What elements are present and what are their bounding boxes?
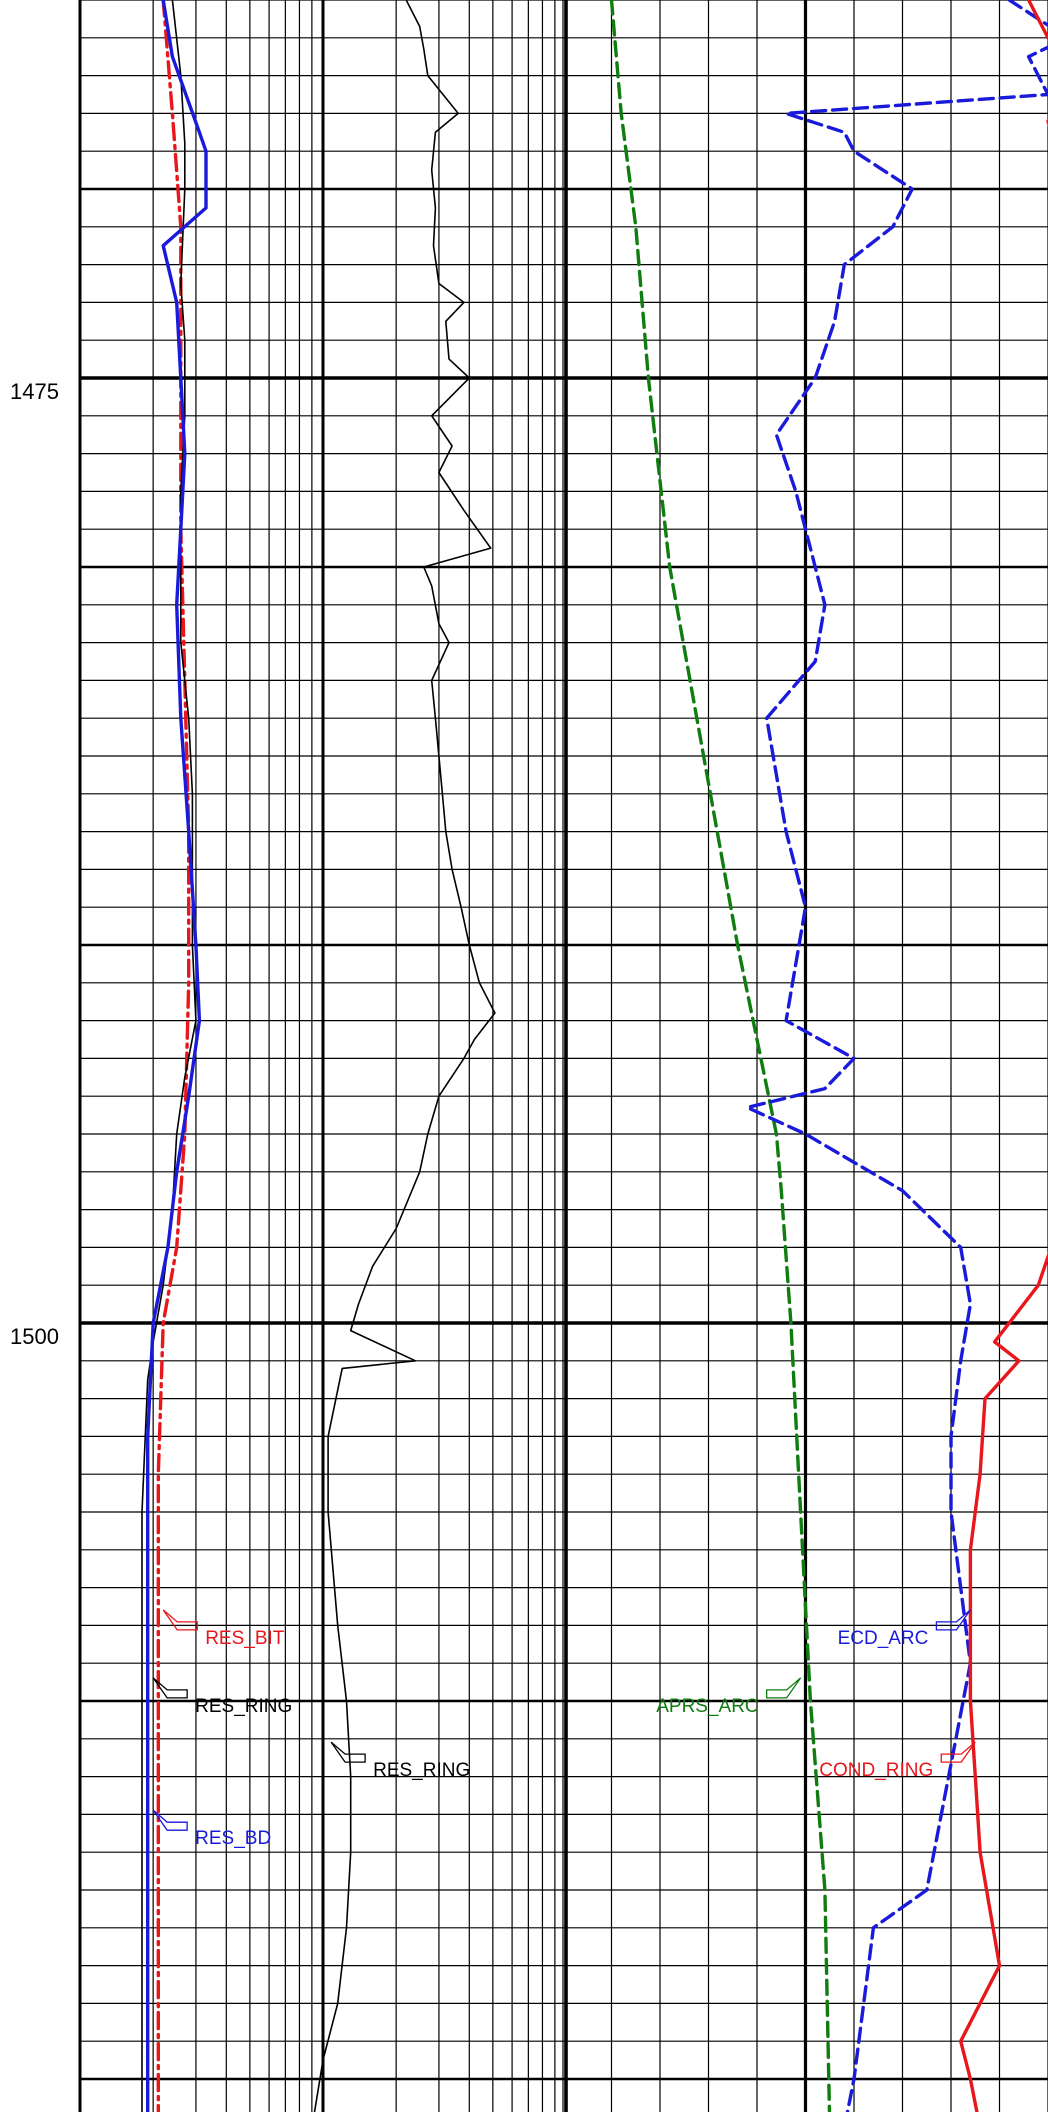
curve-ecd-arc	[745, 0, 1048, 2112]
curve-cond-ring	[959, 0, 1048, 2112]
curve-label-aprs-arc: APRS_ARC	[656, 1696, 758, 1717]
curve-aprs-arc	[609, 0, 832, 2112]
curve-label-res-bit: RES_BIT	[205, 1628, 285, 1649]
curve-label-ecd-arc: ECD_ARC	[838, 1628, 929, 1649]
label-pointer-res-ring	[330, 1741, 366, 1763]
curve-res-ring	[313, 0, 496, 2112]
depth-axis-labels: 1475 1500	[10, 379, 59, 1349]
label-pointer-cond-ring	[940, 1741, 976, 1763]
depth-label: 1475	[10, 379, 59, 404]
curve-res-bit	[156, 0, 191, 2112]
label-pointer-aprs-arc	[766, 1677, 802, 1699]
curve-layer	[141, 0, 1048, 2112]
label-pointer-res-ring	[152, 1677, 188, 1699]
curve-label-layer: RES_BIT RES_RING RES_RING RES_BD ECD_ARC APRS…	[152, 1609, 976, 1849]
label-pointer-res-bd	[152, 1809, 188, 1831]
curve-res-bd	[145, 0, 208, 2112]
curve-label-res-ring: RES_RING	[373, 1760, 470, 1781]
curve-label-res-ring: RES_RING	[195, 1696, 292, 1717]
depth-label: 1500	[10, 1324, 59, 1349]
curve-label-cond-ring: COND_RING	[819, 1760, 933, 1781]
track-grid	[78, 0, 1048, 2112]
label-pointer-res-bit	[162, 1609, 198, 1631]
curve-label-res-bd: RES_BD	[195, 1828, 271, 1849]
label-pointer-ecd-arc	[935, 1609, 971, 1631]
